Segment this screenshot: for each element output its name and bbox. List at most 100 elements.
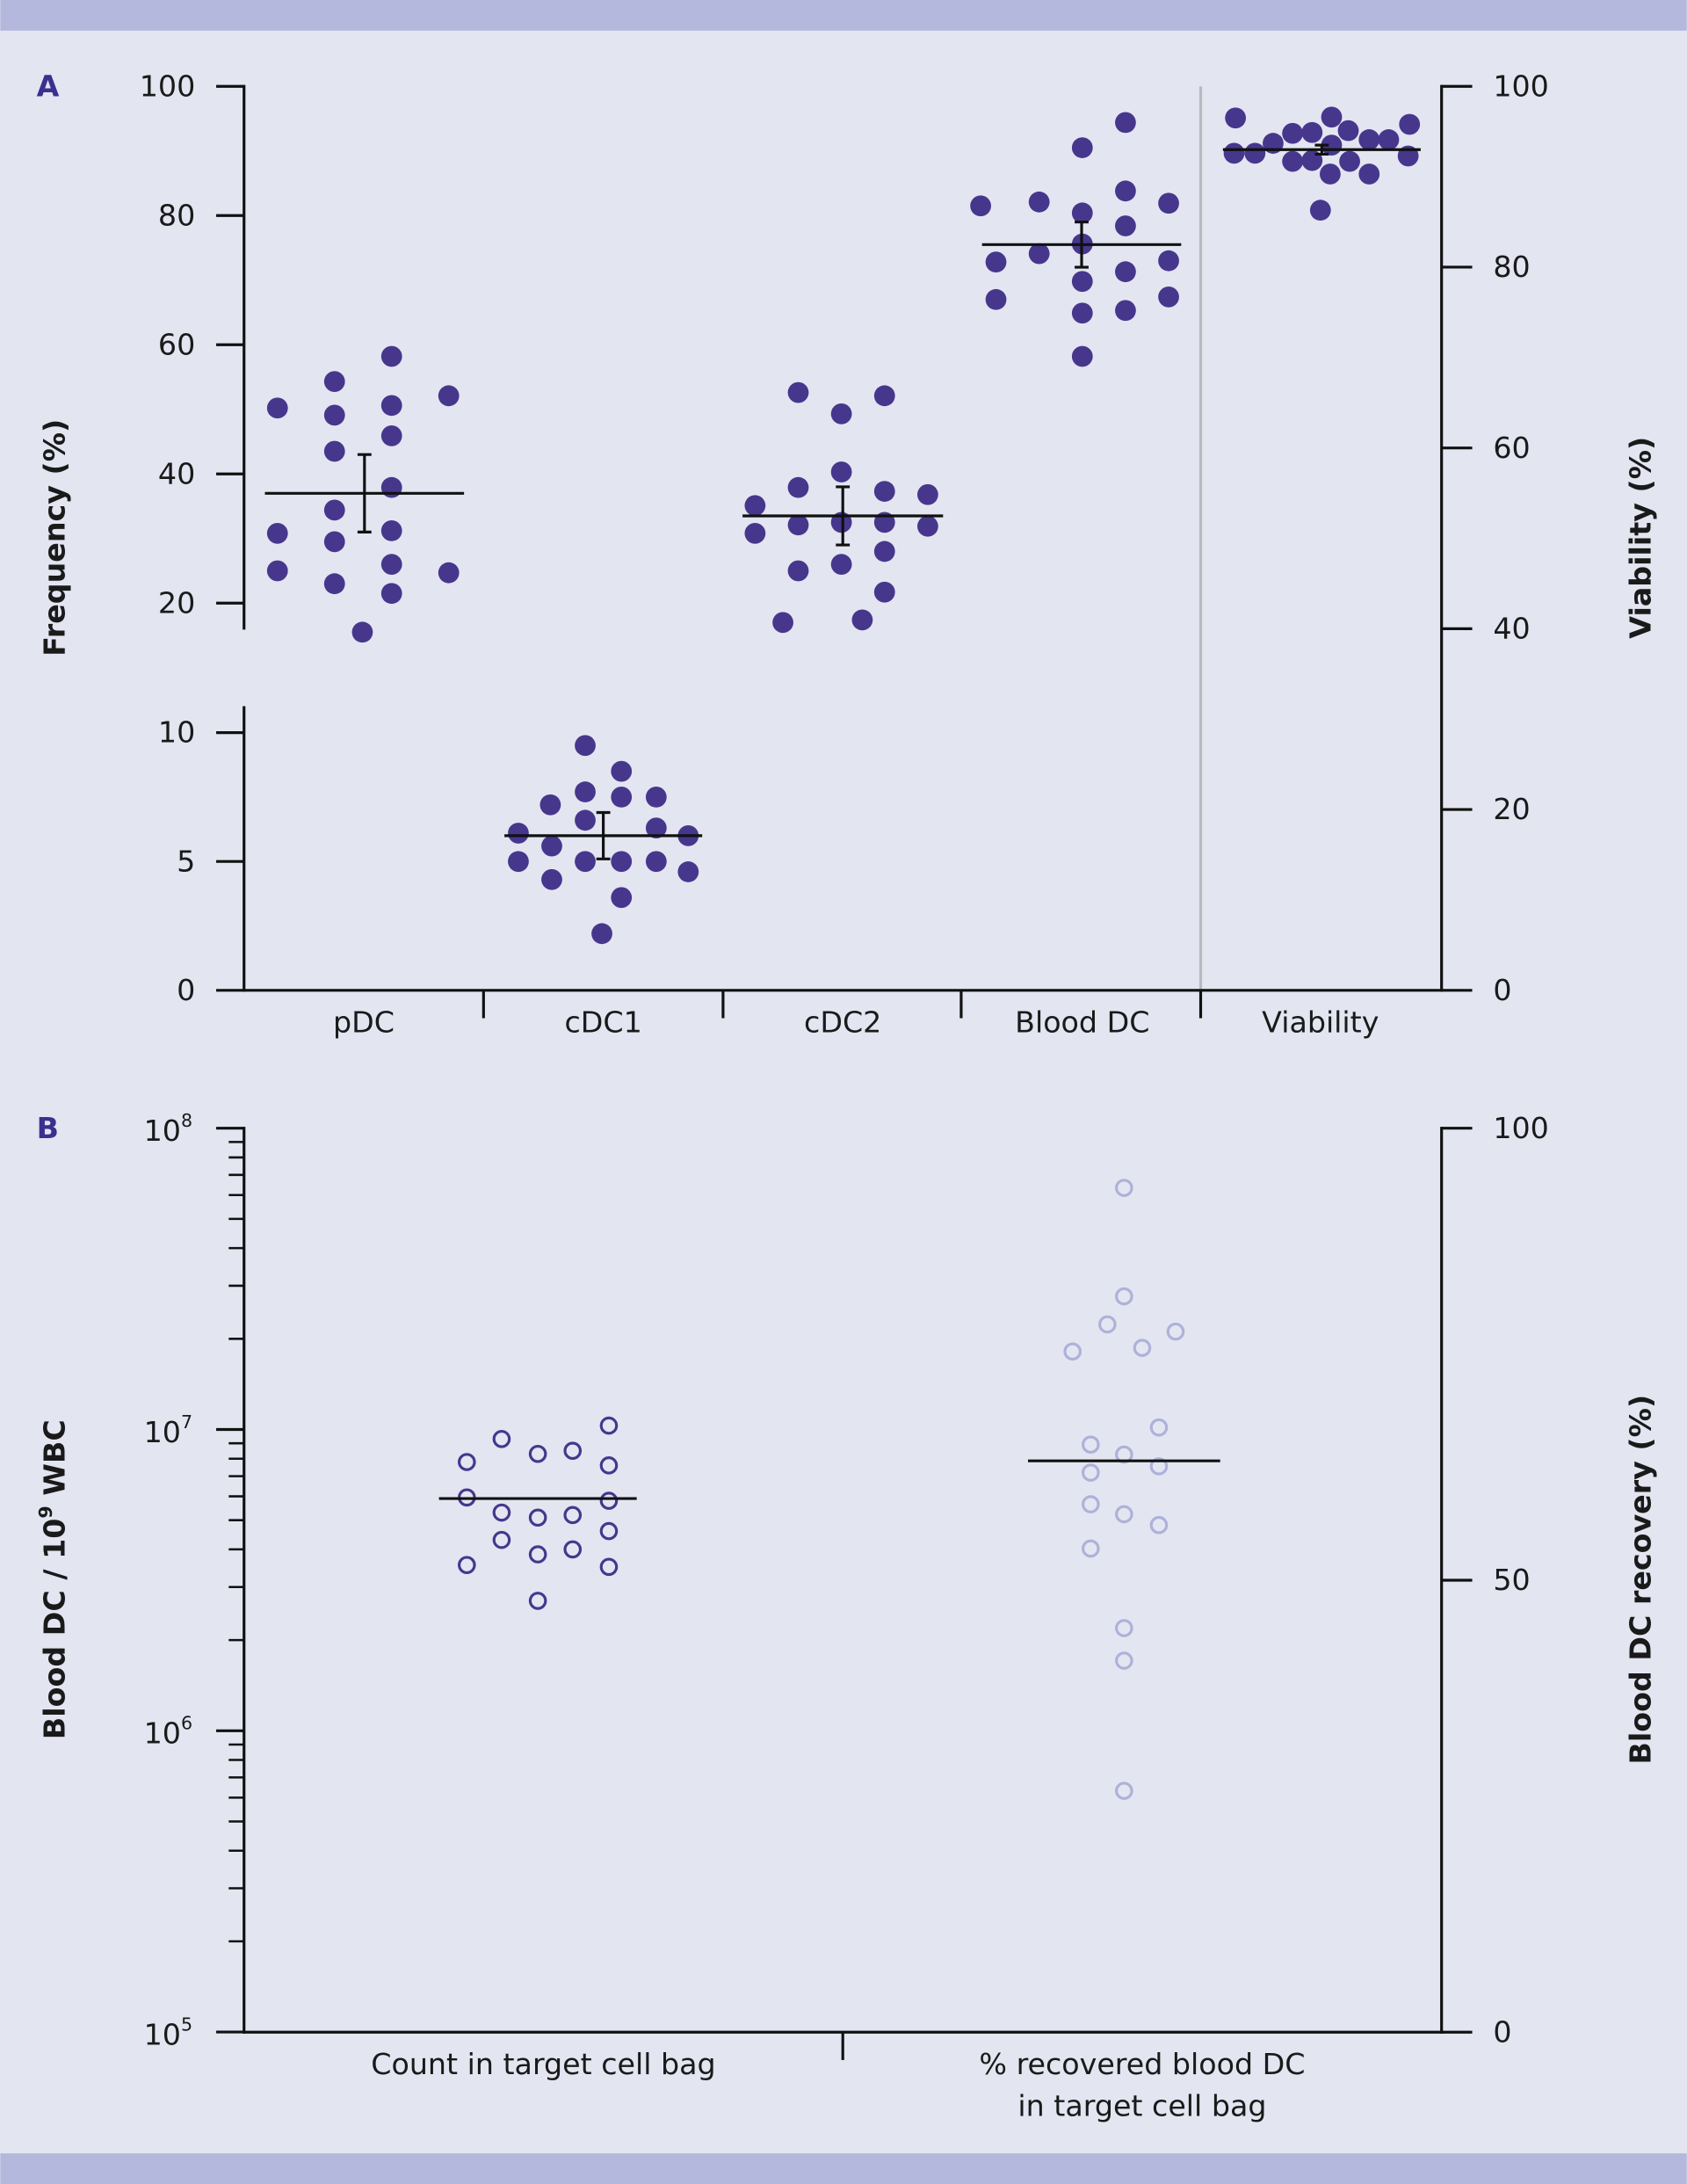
y-tick-label: 20 bbox=[158, 585, 195, 620]
data-point bbox=[1339, 150, 1360, 172]
data-point bbox=[1223, 142, 1245, 164]
y-tick-label: 10 bbox=[158, 715, 195, 750]
data-point bbox=[985, 288, 1007, 310]
data-point bbox=[380, 424, 402, 446]
data-point bbox=[438, 562, 460, 584]
data-point bbox=[916, 515, 938, 537]
data-point bbox=[985, 251, 1007, 273]
y-tick-label: 105 bbox=[144, 2014, 192, 2052]
data-point bbox=[380, 554, 402, 576]
data-point bbox=[873, 541, 895, 562]
data-point-open bbox=[1149, 1418, 1169, 1437]
data-point bbox=[575, 851, 596, 873]
data-point bbox=[1225, 107, 1247, 129]
data-point bbox=[380, 520, 402, 541]
tick-exponent: 7 bbox=[181, 1411, 192, 1433]
data-point bbox=[323, 440, 345, 462]
data-point bbox=[1337, 120, 1359, 141]
x-category-label: Count in target cell bag bbox=[371, 2047, 715, 2081]
data-point-open bbox=[1115, 1287, 1133, 1306]
tick-base: 10 bbox=[144, 1114, 181, 1148]
data-point-open bbox=[458, 1453, 476, 1471]
tick-exponent: 6 bbox=[181, 1713, 192, 1734]
y2-tick-label: 100 bbox=[1493, 69, 1549, 103]
data-point-open bbox=[1115, 1179, 1133, 1197]
y-axis-label-blood-dc: Blood DC / 109 WBC bbox=[35, 1419, 71, 1739]
tick-base: 10 bbox=[144, 2017, 181, 2051]
data-point bbox=[1358, 129, 1380, 150]
data-point-open bbox=[528, 1592, 547, 1610]
data-point bbox=[873, 481, 895, 502]
data-point bbox=[323, 499, 345, 521]
data-point bbox=[1358, 163, 1380, 185]
data-point bbox=[1115, 300, 1136, 322]
data-point bbox=[539, 794, 561, 816]
data-point bbox=[645, 787, 667, 808]
data-point bbox=[1071, 137, 1093, 158]
data-point bbox=[591, 923, 612, 945]
data-point-open bbox=[1082, 1463, 1100, 1482]
data-point bbox=[645, 851, 667, 873]
y-tick-label: 40 bbox=[158, 456, 195, 490]
data-point bbox=[508, 823, 529, 844]
data-point bbox=[645, 817, 667, 838]
data-point-open bbox=[599, 1416, 619, 1435]
data-point-open bbox=[1115, 1781, 1133, 1800]
data-point bbox=[323, 371, 345, 393]
data-point bbox=[266, 560, 288, 582]
panel-a: A Frequency (%) Viability (%) 20 40 60 80 10… bbox=[37, 69, 1658, 1039]
data-point bbox=[266, 397, 288, 419]
data-point bbox=[787, 381, 809, 403]
ylabel-suffix: WBC bbox=[37, 1419, 71, 1506]
data-point bbox=[266, 522, 288, 544]
data-point-open bbox=[599, 1521, 619, 1541]
data-point bbox=[1320, 163, 1341, 185]
y-tick-label: 0 bbox=[177, 973, 195, 1007]
y2-tick-label: 60 bbox=[1493, 431, 1530, 465]
data-point-open bbox=[528, 1508, 547, 1527]
data-point bbox=[1115, 180, 1136, 202]
panel-label-b: B bbox=[37, 1111, 59, 1145]
data-point bbox=[1115, 215, 1136, 236]
y2-tick-label: 40 bbox=[1493, 611, 1530, 645]
data-point bbox=[1071, 202, 1093, 224]
data-point bbox=[1158, 192, 1179, 214]
data-point-open bbox=[1166, 1322, 1185, 1341]
y2-tick-label: 100 bbox=[1493, 1111, 1549, 1145]
y-tick-label: 107 bbox=[144, 1411, 192, 1449]
data-point bbox=[438, 385, 460, 407]
data-point-open bbox=[599, 1491, 619, 1510]
data-point bbox=[677, 861, 699, 882]
data-point bbox=[830, 403, 852, 424]
tick-base: 10 bbox=[144, 1716, 181, 1751]
data-point-open bbox=[1149, 1515, 1169, 1535]
data-point bbox=[787, 476, 809, 498]
data-point bbox=[351, 621, 373, 643]
data-point-open bbox=[1082, 1539, 1100, 1558]
y-tick-label: 100 bbox=[140, 69, 196, 103]
data-point-open bbox=[1082, 1495, 1100, 1513]
data-point bbox=[611, 760, 633, 782]
x-category-label: cDC1 bbox=[564, 1005, 641, 1039]
x-category-label: in target cell bag bbox=[1017, 2088, 1266, 2122]
data-point bbox=[575, 735, 596, 757]
data-point bbox=[323, 531, 345, 553]
data-point bbox=[575, 781, 596, 802]
bottom-band bbox=[0, 2153, 1687, 2184]
data-point-open bbox=[528, 1444, 547, 1463]
data-point bbox=[611, 851, 633, 873]
data-point bbox=[916, 483, 938, 505]
data-point-open bbox=[492, 1530, 511, 1549]
data-point-open bbox=[563, 1540, 583, 1559]
tick-exponent: 5 bbox=[181, 2014, 192, 2035]
data-point bbox=[1282, 122, 1303, 144]
data-point bbox=[1028, 191, 1050, 213]
data-point bbox=[508, 851, 529, 873]
data-point-open bbox=[1115, 1505, 1133, 1524]
data-point bbox=[1071, 302, 1093, 324]
data-point-open bbox=[599, 1456, 619, 1475]
y2-tick-label: 80 bbox=[1493, 250, 1530, 284]
panel-b: B Blood DC / 109 WBC Blood DC recovery (… bbox=[35, 1110, 1657, 2122]
data-point bbox=[830, 554, 852, 576]
data-point-open bbox=[1082, 1435, 1100, 1454]
